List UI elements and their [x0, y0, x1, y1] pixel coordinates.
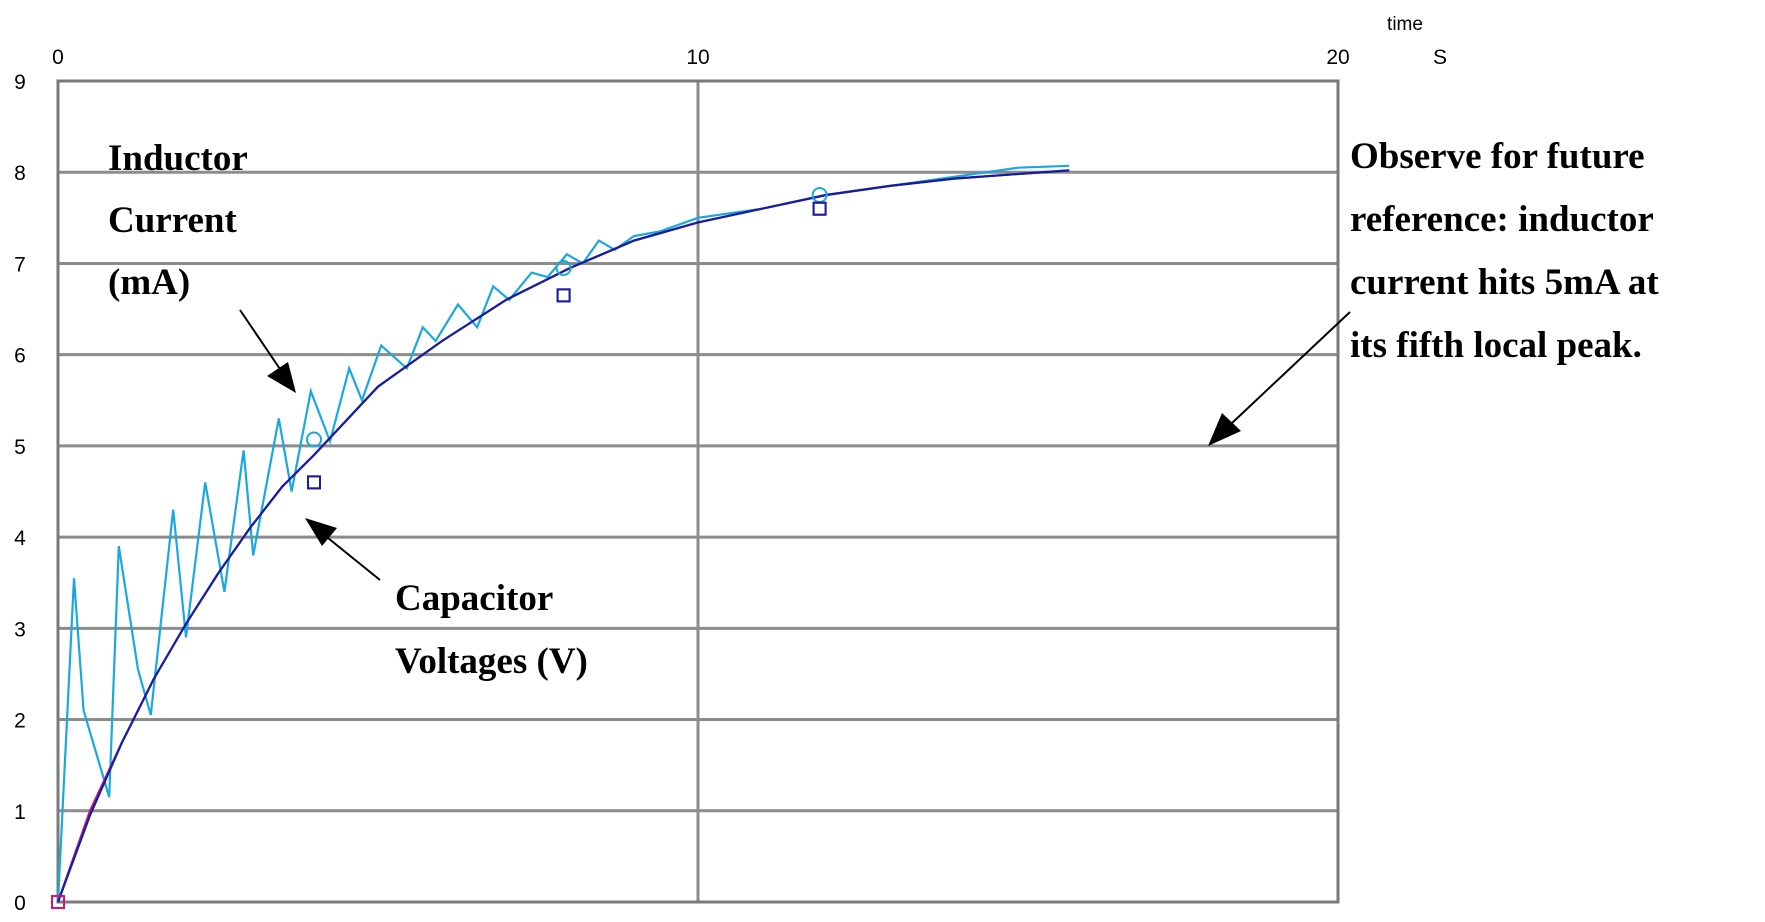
- y-tick-label: 7: [14, 253, 26, 276]
- y-tick-label: 2: [14, 710, 26, 733]
- x-tick-label: 0: [52, 46, 64, 69]
- annotation-capacitor-line-2: Voltages (V): [395, 641, 588, 682]
- series-3-marker: [812, 201, 827, 216]
- y-tick-label: 9: [14, 71, 26, 94]
- origin-marker: [51, 895, 65, 909]
- arrow-capacitor: [305, 518, 381, 581]
- annotation-inductor-line-2: Current: [108, 200, 237, 241]
- x-tick-label: 20: [1326, 46, 1349, 69]
- series-group: [56, 164, 1070, 903]
- annotation-note-line-3: current hits 5mA at: [1350, 262, 1659, 303]
- y-tick-label: 6: [14, 345, 26, 368]
- markers-group: [51, 187, 828, 909]
- annotation-note-line-1: Observe for future: [1350, 136, 1645, 177]
- annotation-capacitor-line-1: Capacitor: [395, 578, 553, 619]
- x-axis-unit: S: [1433, 46, 1447, 69]
- y-axis-ticks: 0 1 2 3 4 5 6 7 8 9: [14, 71, 26, 915]
- plot-area-frame: [56, 79, 1340, 904]
- annotation-note-line-2: reference: inductor: [1350, 199, 1654, 240]
- y-tick-label: 5: [14, 436, 26, 459]
- annotation-note-line-4: its fifth local peak.: [1350, 325, 1642, 366]
- arrow-inductor: [239, 309, 296, 393]
- y-tick-label: 0: [14, 892, 26, 915]
- series-1-marker: [555, 260, 572, 277]
- series-3-marker: [556, 288, 571, 303]
- x-tick-label: 10: [686, 46, 709, 69]
- x-axis-ticks: 0 10 20: [52, 46, 1350, 69]
- series-2-marker: [307, 475, 321, 490]
- series-3-marker: [307, 475, 321, 490]
- y-tick-label: 1: [14, 801, 26, 824]
- series-2-marker: [556, 288, 571, 303]
- series-1-marker: [306, 431, 322, 448]
- series-line-3: [56, 169, 1070, 903]
- y-tick-label: 4: [14, 527, 26, 550]
- x-axis-label: time: [1387, 14, 1423, 35]
- grid-lines: [56, 79, 1340, 904]
- y-tick-label: 3: [14, 618, 26, 641]
- series-2-marker: [812, 201, 827, 216]
- annotation-inductor-line-1: Inductor: [108, 138, 248, 179]
- arrow-note: [1208, 311, 1351, 446]
- annotation-inductor-line-3: (mA): [108, 262, 190, 303]
- y-tick-label: 8: [14, 162, 26, 185]
- series-line-1: [56, 164, 1070, 903]
